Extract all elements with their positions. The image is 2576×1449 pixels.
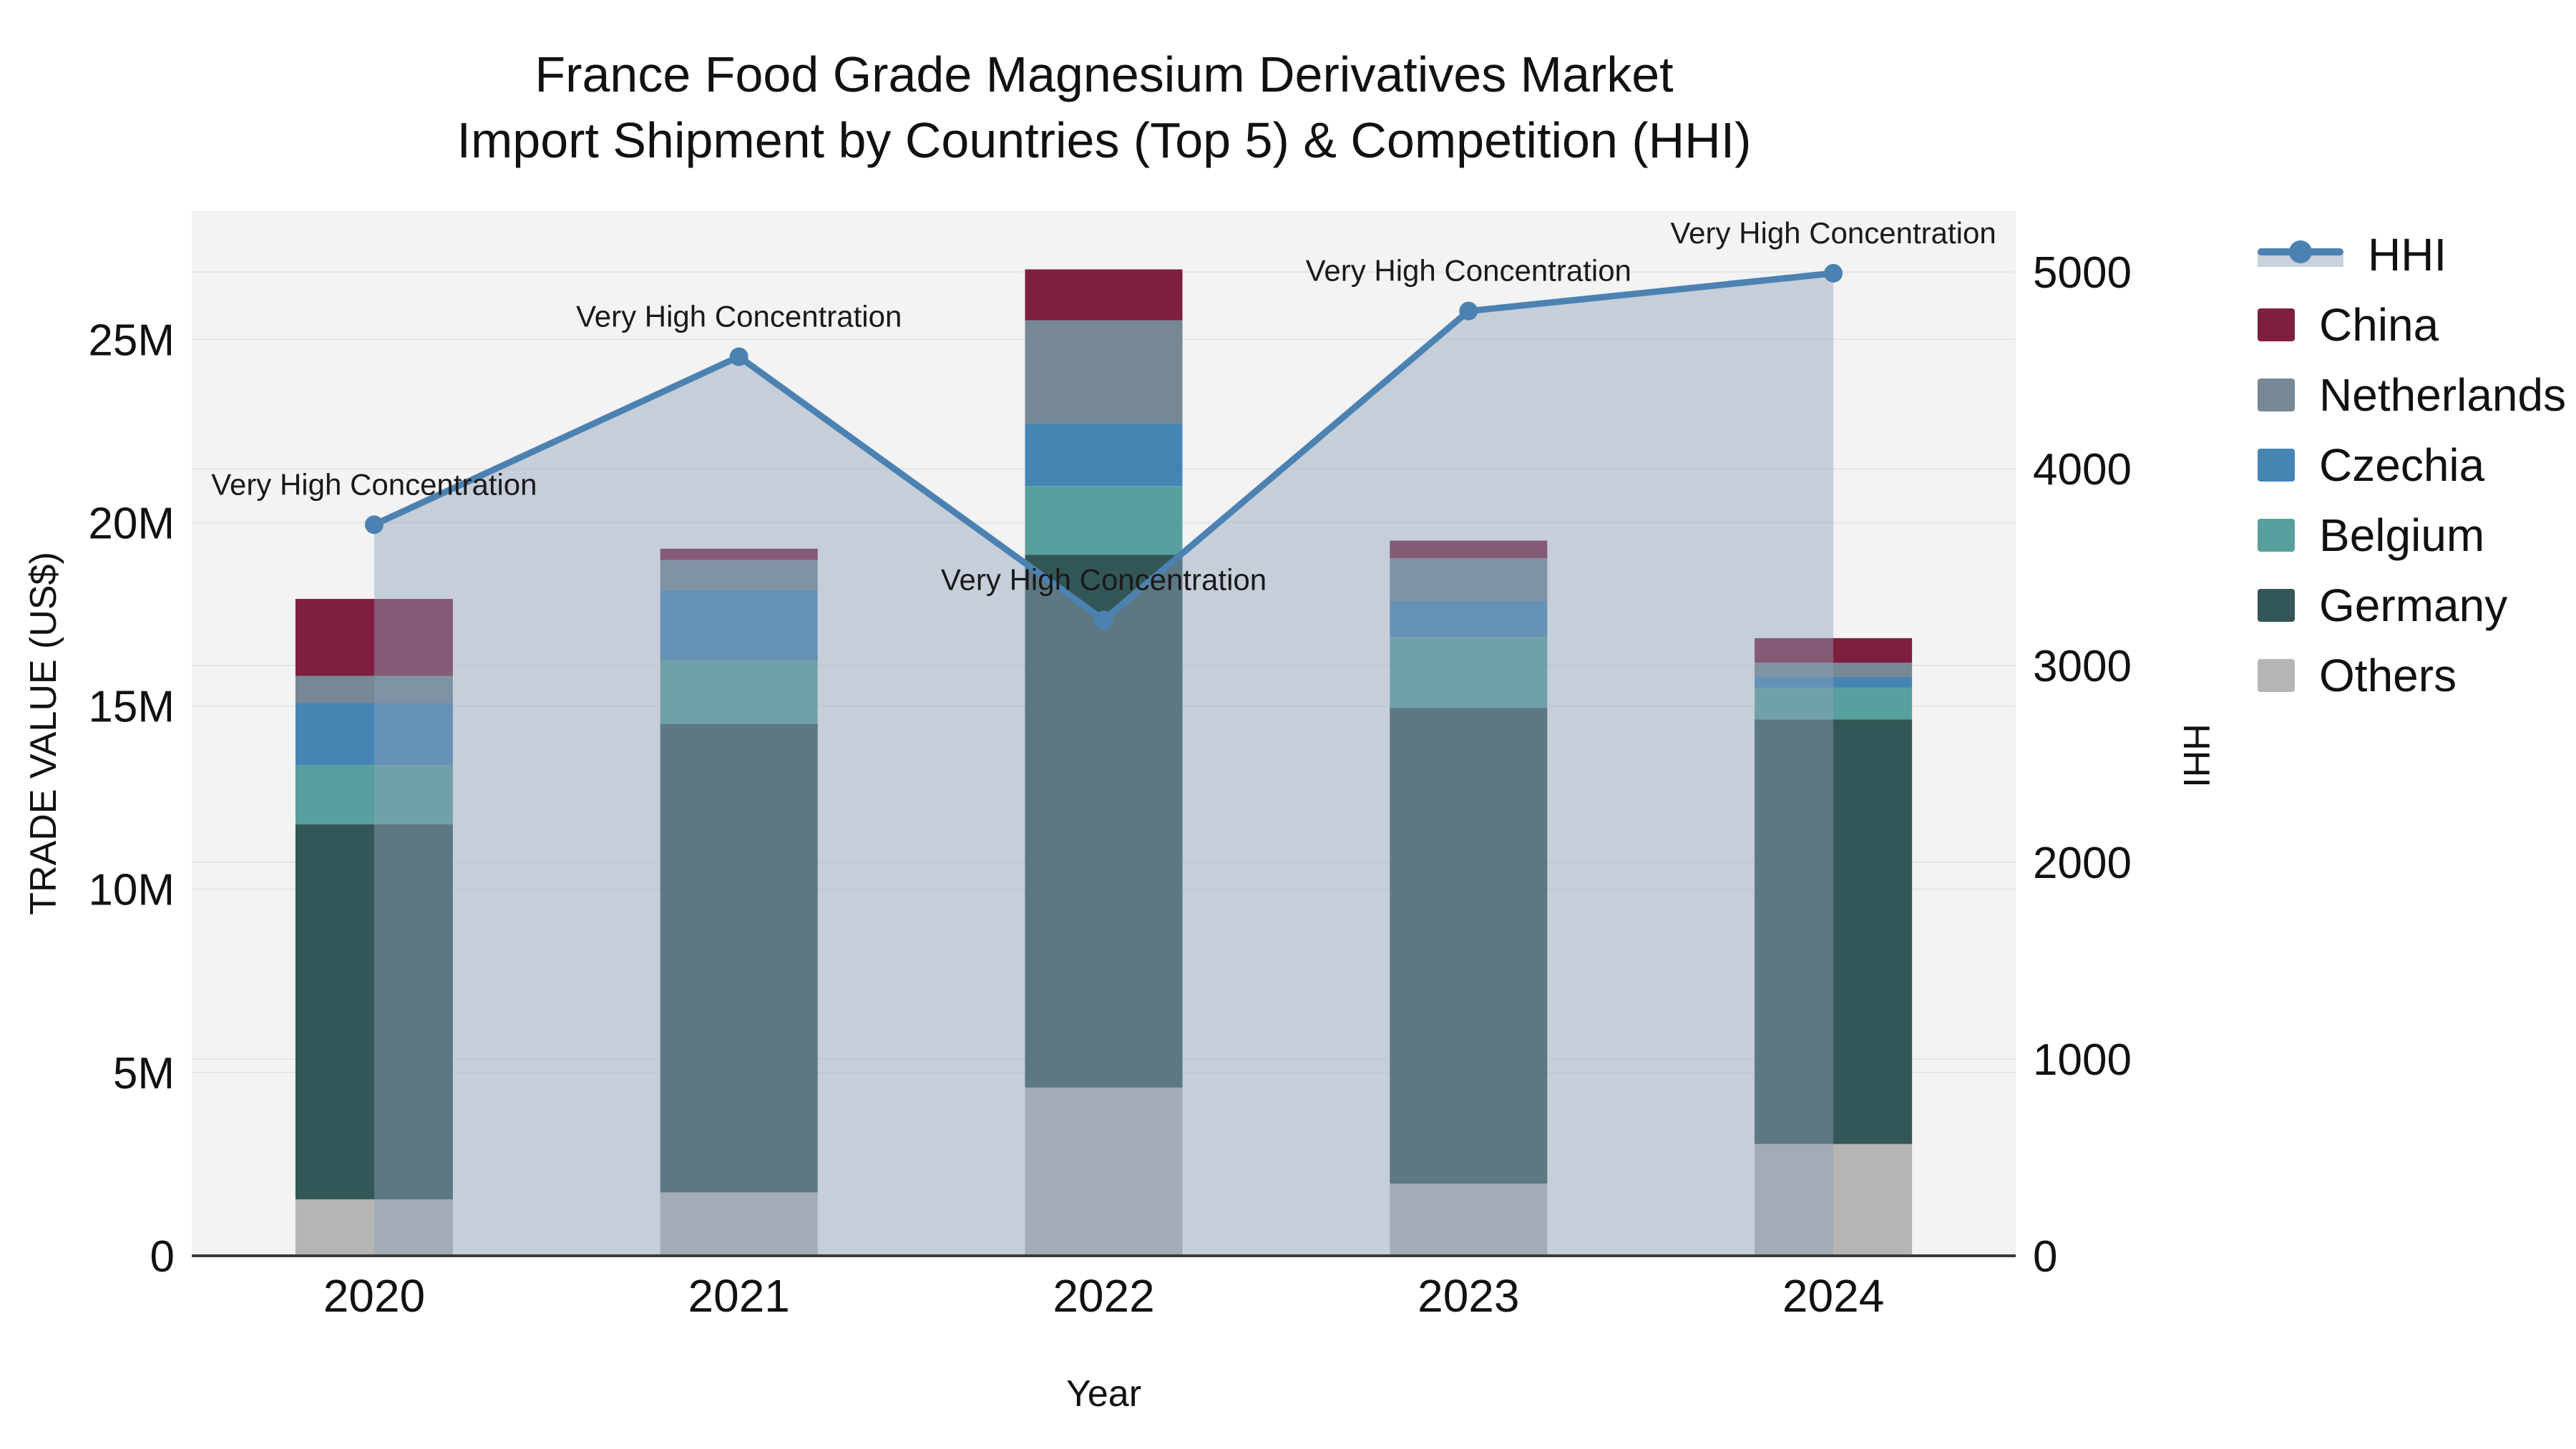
legend-label: Others xyxy=(2319,650,2457,701)
chart-title-line2: Import Shipment by Countries (Top 5) & C… xyxy=(457,112,1752,168)
bar-segment-netherlands-2023[interactable] xyxy=(1390,558,1548,601)
bar-segment-others-2020[interactable] xyxy=(295,1199,453,1256)
annotation-2020: Very High Concentration xyxy=(211,467,537,501)
others-swatch-icon xyxy=(2258,659,2295,692)
legend-label: China xyxy=(2319,299,2439,351)
legend: HHI China Netherlands Czechia Belgium Ge… xyxy=(2258,229,2567,701)
legend-item-netherlands[interactable]: Netherlands xyxy=(2258,369,2567,421)
bar-segment-china-2023[interactable] xyxy=(1390,540,1548,559)
bar-segment-china-2020[interactable] xyxy=(295,598,453,676)
y2-tick-label: 3000 xyxy=(2033,642,2132,691)
x-tick-label-2023: 2023 xyxy=(1418,1270,1519,1322)
y1-tick-label: 20M xyxy=(88,499,175,548)
hhi-marker-2022[interactable] xyxy=(1094,610,1113,630)
bar-segment-china-2022[interactable] xyxy=(1025,269,1183,321)
bar-segment-netherlands-2021[interactable] xyxy=(660,560,818,590)
bar-segment-china-2024[interactable] xyxy=(1755,638,1913,663)
y2-tick-label: 4000 xyxy=(2033,445,2132,494)
bar-segment-germany-2023[interactable] xyxy=(1390,708,1548,1184)
legend-item-hhi[interactable]: HHI xyxy=(2258,229,2566,280)
bar-segment-belgium-2020[interactable] xyxy=(295,765,453,825)
hhi-area-fill xyxy=(374,273,1834,1256)
bar-segment-netherlands-2022[interactable] xyxy=(1025,320,1183,424)
bar-segment-others-2023[interactable] xyxy=(1390,1184,1548,1256)
bar-segment-czechia-2021[interactable] xyxy=(660,590,818,661)
y1-tick-label: 10M xyxy=(88,866,175,915)
belgium-swatch-icon xyxy=(2258,519,2295,552)
bar-segment-netherlands-2020[interactable] xyxy=(295,675,453,703)
bar-segment-belgium-2023[interactable] xyxy=(1390,637,1548,708)
chart-title-line1: France Food Grade Magnesium Derivatives … xyxy=(535,47,1674,102)
legend-label: Netherlands xyxy=(2319,369,2567,421)
y2-tick-label: 2000 xyxy=(2033,839,2132,888)
bar-segment-china-2021[interactable] xyxy=(660,548,818,560)
y2-tick-label: 0 xyxy=(2033,1232,2057,1282)
bar-segment-others-2022[interactable] xyxy=(1025,1087,1183,1256)
bar-segment-germany-2021[interactable] xyxy=(660,723,818,1193)
bar-segment-czechia-2024[interactable] xyxy=(1755,676,1913,688)
chart-title: France Food Grade Magnesium Derivatives … xyxy=(192,42,2016,173)
czechia-swatch-icon xyxy=(2258,449,2295,482)
bar-segment-belgium-2024[interactable] xyxy=(1755,687,1913,720)
hhi-marker-2024[interactable] xyxy=(1824,263,1843,283)
bar-segment-belgium-2021[interactable] xyxy=(660,660,818,724)
legend-item-germany[interactable]: Germany xyxy=(2258,580,2566,631)
annotation-2023: Very High Concentration xyxy=(1306,254,1631,288)
annotation-2022: Very High Concentration xyxy=(941,562,1267,596)
y1-tick-label: 15M xyxy=(88,683,175,732)
hhi-marker-2021[interactable] xyxy=(729,347,748,366)
y2-axis-title: HHI xyxy=(2175,723,2217,788)
x-tick-label-2024: 2024 xyxy=(1782,1270,1884,1322)
bar-segment-germany-2022[interactable] xyxy=(1025,555,1183,1088)
china-swatch-icon xyxy=(2258,308,2295,341)
legend-item-czechia[interactable]: Czechia xyxy=(2258,439,2566,491)
y2-tick-label: 1000 xyxy=(2033,1035,2132,1085)
bar-segment-others-2024[interactable] xyxy=(1755,1143,1913,1256)
bar-segment-czechia-2022[interactable] xyxy=(1025,423,1183,487)
hhi-line-swatch-icon xyxy=(2258,238,2343,271)
legend-item-others[interactable]: Others xyxy=(2258,650,2566,701)
y1-tick-label: 25M xyxy=(88,316,175,365)
x-tick-label-2021: 2021 xyxy=(688,1270,790,1322)
germany-swatch-icon xyxy=(2258,589,2295,622)
legend-item-china[interactable]: China xyxy=(2258,299,2566,351)
x-axis-title: Year xyxy=(1066,1373,1141,1415)
y1-tick-label: 0 xyxy=(150,1232,175,1282)
bar-segment-others-2021[interactable] xyxy=(660,1192,818,1256)
hhi-marker-2023[interactable] xyxy=(1459,301,1478,321)
bar-segment-czechia-2023[interactable] xyxy=(1390,600,1548,638)
y1-axis-title: TRADE VALUE (US$) xyxy=(23,552,64,915)
x-tick-label-2020: 2020 xyxy=(323,1270,425,1322)
y2-tick-label: 5000 xyxy=(2033,248,2132,298)
hhi-marker-2020[interactable] xyxy=(364,515,384,535)
legend-label: Germany xyxy=(2319,580,2508,631)
annotation-2021: Very High Concentration xyxy=(576,299,902,333)
legend-label: Czechia xyxy=(2319,439,2485,491)
legend-label: Belgium xyxy=(2319,509,2485,561)
x-tick-label-2022: 2022 xyxy=(1053,1270,1154,1322)
netherlands-swatch-icon xyxy=(2258,379,2295,411)
bar-segment-germany-2020[interactable] xyxy=(295,824,453,1200)
bar-segment-netherlands-2024[interactable] xyxy=(1755,663,1913,677)
annotation-2024: Very High Concentration xyxy=(1670,216,1996,250)
legend-item-belgium[interactable]: Belgium xyxy=(2258,509,2566,561)
y1-tick-label: 5M xyxy=(113,1049,175,1098)
bar-segment-belgium-2022[interactable] xyxy=(1025,486,1183,555)
bar-segment-czechia-2020[interactable] xyxy=(295,703,453,766)
bar-segment-germany-2024[interactable] xyxy=(1755,719,1913,1144)
legend-label: HHI xyxy=(2368,229,2447,280)
